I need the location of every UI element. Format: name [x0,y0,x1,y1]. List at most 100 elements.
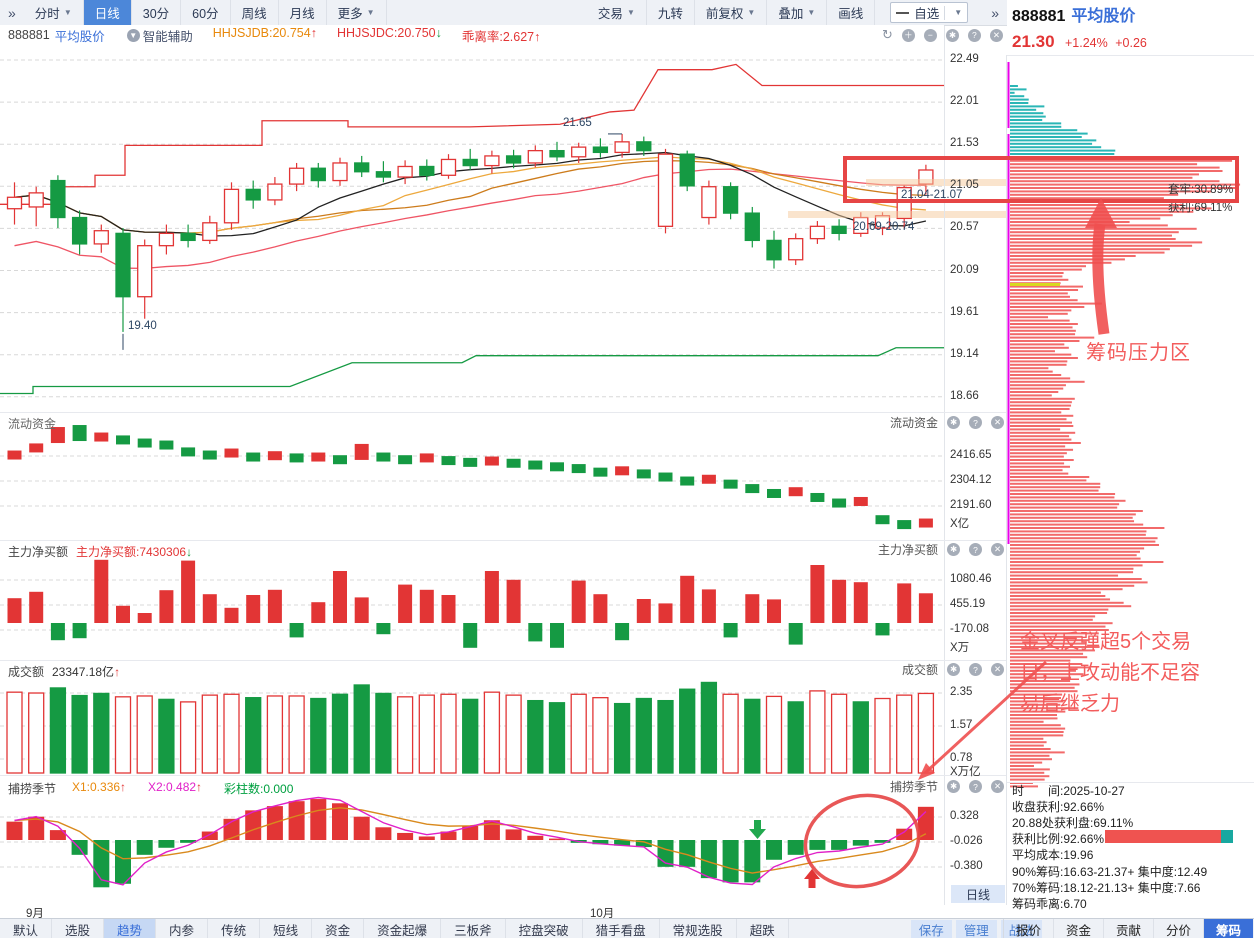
close-icon[interactable]: ✕ [991,780,1004,793]
panel-header-主力净买额: 主力净买额 ✱? ✕ [836,541,1004,558]
axis-label: -0.380 [950,860,983,872]
tool-画线[interactable]: 画线 [827,0,876,25]
help-icon[interactable]: ? [967,28,981,42]
战法-button[interactable]: 战法 [1000,920,1042,938]
period-label[interactable]: 日线 [951,885,1005,903]
fishing-season-panel-chart[interactable] [0,775,944,905]
close-icon[interactable]: ✕ [991,543,1004,556]
bottom-tab-短线[interactable]: 短线 [260,919,313,938]
help-icon[interactable]: ? [969,663,982,676]
expand-left-icon[interactable]: » [8,4,16,21]
close-icon[interactable]: ✕ [991,416,1004,429]
bottom-tab-超跌[interactable]: 超跌 [737,919,789,938]
quote-header: 888881 平均股价 21.30 +1.24% +0.26 [1012,2,1147,52]
gap-label-2: 20.69-20.74 [853,221,915,233]
bottom-tab-传统[interactable]: 传统 [208,919,261,938]
axis-label: 20.09 [950,263,979,276]
tool-前复权[interactable]: 前复权 ▼ [695,0,768,25]
close-icon[interactable]: ✕ [991,663,1004,676]
indicator-value: HHJSJDC:20.750↓ [336,25,442,40]
bottom-tab-猎手看盘[interactable]: 猎手看盘 [583,919,660,938]
quote-code: 888881 [1012,8,1066,25]
bulao-x2: X2:0.482↑ [148,780,203,794]
tab-日线[interactable]: 日线 [83,0,132,25]
chevron-down-icon[interactable]: ▼ [954,8,963,17]
panel-title-zhuli: 主力净买额 [8,545,69,559]
watchlist-label[interactable]: 自选 [914,7,940,21]
chevron-down-icon: ▼ [63,8,72,17]
zoom-out-icon[interactable]: − [923,28,937,42]
profit-ratio-bar [1105,830,1233,843]
close-icon[interactable]: ✕ [989,28,1003,42]
tab-更多[interactable]: 更多 ▼ [327,0,387,25]
tab-60分[interactable]: 60分 [181,0,231,25]
panel-title-liudong: 流动资金 [8,417,57,431]
divider [944,0,945,918]
help-icon[interactable]: ? [969,780,982,793]
chip-info-panel: 时 间:2025-10-27 收盘获利:92.66% 20.88处获利盘:69.11… [1012,782,1252,912]
bottom-tab-选股[interactable]: 选股 [52,919,105,938]
indicator-value: HHJSJDB:20.754↑ [212,25,317,40]
bottom-tab-资金[interactable]: 资金 [312,919,365,938]
time-axis: 9月 10月 [0,905,1007,920]
bottom-tab-控盘突破[interactable]: 控盘突破 [506,919,583,938]
net-buy-panel-chart[interactable] [0,540,944,660]
turnover-panel-chart[interactable] [0,660,944,775]
axis-label: 2304.12 [950,474,992,486]
tab-分时[interactable]: 分时 ▼ [24,0,84,25]
right-tab-筹码[interactable]: 筹码 [1204,919,1253,938]
line-style-icon [896,11,910,14]
gear-icon[interactable]: ✱ [947,416,960,429]
axis-label: 21.53 [950,137,979,150]
main-candlestick-chart[interactable] [0,45,944,412]
bottom-tab-趋势[interactable]: 趋势 [104,919,157,938]
info-row: 筹码乖离:6.70 [1012,896,1087,911]
right-tab-贡献[interactable]: 贡献 [1104,919,1154,938]
gear-icon[interactable]: ✱ [947,663,960,676]
bulao-caizhu: 彩柱数:0.000 [224,782,294,796]
zhuli-value: 主力净买额:7430306↓ [76,545,193,559]
axis-label: 2.35 [950,686,973,698]
info-row: 获利比例:92.66% [1012,832,1105,847]
quote-change: +0.26 [1115,36,1147,50]
保存-button[interactable]: 保存 [910,920,952,938]
tool-九转[interactable]: 九转 [647,0,695,25]
month-label: 9月 [26,908,44,920]
bottom-tab-三板斧[interactable]: 三板斧 [441,919,506,938]
chart-toolbar-icons: ↻ ＋ − ✱ ? ✕ [876,27,1003,43]
zoom-in-icon[interactable]: ＋ [901,28,915,42]
divider [0,660,1006,661]
stock-name[interactable]: 平均股价 [54,29,105,44]
axis-label: 455.19 [950,598,986,610]
watchlist-style-box[interactable]: 自选 ▼ [875,0,983,25]
tab-30分[interactable]: 30分 [132,0,182,25]
bottom-tab-资金起爆[interactable]: 资金起爆 [364,919,442,938]
gear-icon[interactable]: ✱ [945,28,959,42]
tool-交易[interactable]: 交易 ▼ [587,0,647,25]
expand-right-icon[interactable]: » [991,4,999,21]
right-tab-报价[interactable]: 报价 [1004,919,1054,938]
tab-月线[interactable]: 月线 [279,0,327,25]
axis-label: 1080.46 [950,573,992,585]
right-tab-分价[interactable]: 分价 [1154,919,1204,938]
help-icon[interactable]: ? [969,543,982,556]
管理-button[interactable]: 管理 [955,920,997,938]
right-tab-资金[interactable]: 资金 [1054,919,1104,938]
chip-distribution-chart[interactable] [1007,55,1254,788]
quote-name: 平均股价 [1071,8,1136,25]
bottom-tab-内参[interactable]: 内参 [156,919,209,938]
axis-label: -170.08 [950,623,990,635]
tool-叠加[interactable]: 叠加 ▼ [767,0,828,25]
help-icon[interactable]: ? [969,416,982,429]
divider [1007,55,1254,56]
bottom-tab-默认[interactable]: 默认 [0,919,53,938]
bottom-tab-常规选股[interactable]: 常规选股 [660,919,737,938]
refresh-icon[interactable]: ↻ [882,27,893,42]
info-row: 时 间:2025-10-27 [1012,783,1125,798]
tab-周线[interactable]: 周线 [231,0,279,25]
liquidity-panel-chart[interactable] [0,412,944,540]
gear-icon[interactable]: ✱ [947,543,960,556]
smart-assist-button[interactable]: ▼ 智能辅助 [126,26,193,45]
gear-icon[interactable]: ✱ [947,780,960,793]
